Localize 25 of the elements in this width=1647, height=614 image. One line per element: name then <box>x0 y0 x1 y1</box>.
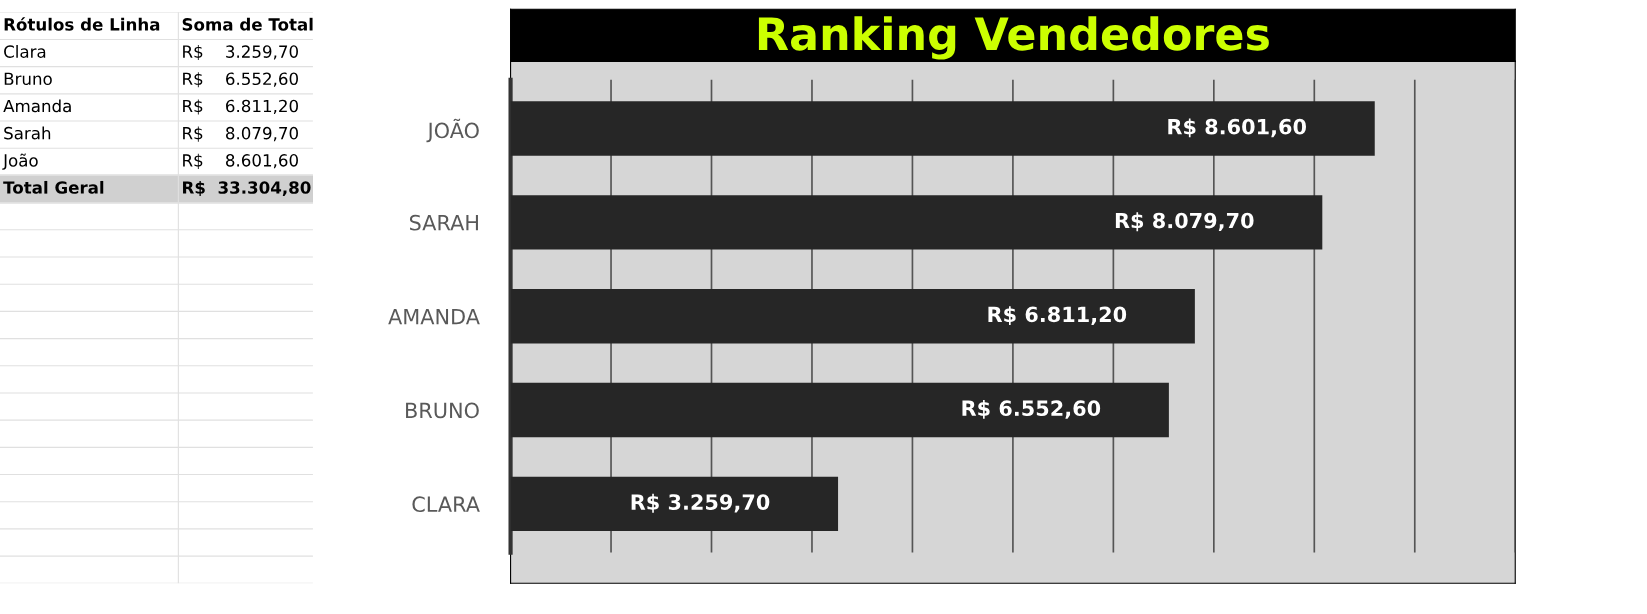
text: Total Geral <box>3 180 104 194</box>
data-label: R$ 8.601,60 <box>1168 118 1307 138</box>
y-tick-label: BRUNO <box>406 402 479 419</box>
y-tick-label: AMANDA <box>388 308 480 325</box>
data-label: R$ 3.259,70 <box>631 493 770 513</box>
text: R$ 8.079,70 <box>183 126 298 142</box>
y-tick-label: JOÃO <box>426 118 479 143</box>
text: Bruno <box>4 72 52 86</box>
text: Clara <box>4 45 46 58</box>
text: R$ 6.811,20 <box>183 99 298 115</box>
text: R$ 33.304,80 <box>183 180 311 197</box>
data-label: R$ 6.552,60 <box>962 399 1101 419</box>
y-tick-label: CLARA <box>412 496 480 513</box>
chart-title: Ranking Vendedores <box>758 16 1269 60</box>
text: Soma de Total <box>182 17 313 31</box>
text: Amanda <box>3 99 71 113</box>
data-label: R$ 6.811,20 <box>988 306 1127 326</box>
text: Rótulos de Linha <box>4 17 160 31</box>
text: João <box>2 153 38 170</box>
y-tick-label: SARAH <box>409 214 478 231</box>
text: R$ 3.259,70 <box>183 45 298 61</box>
text: R$ 6.552,60 <box>183 72 298 88</box>
text: R$ 8.601,60 <box>183 153 298 169</box>
text: Sarah <box>4 126 51 140</box>
data-label: R$ 8.079,70 <box>1115 212 1254 232</box>
